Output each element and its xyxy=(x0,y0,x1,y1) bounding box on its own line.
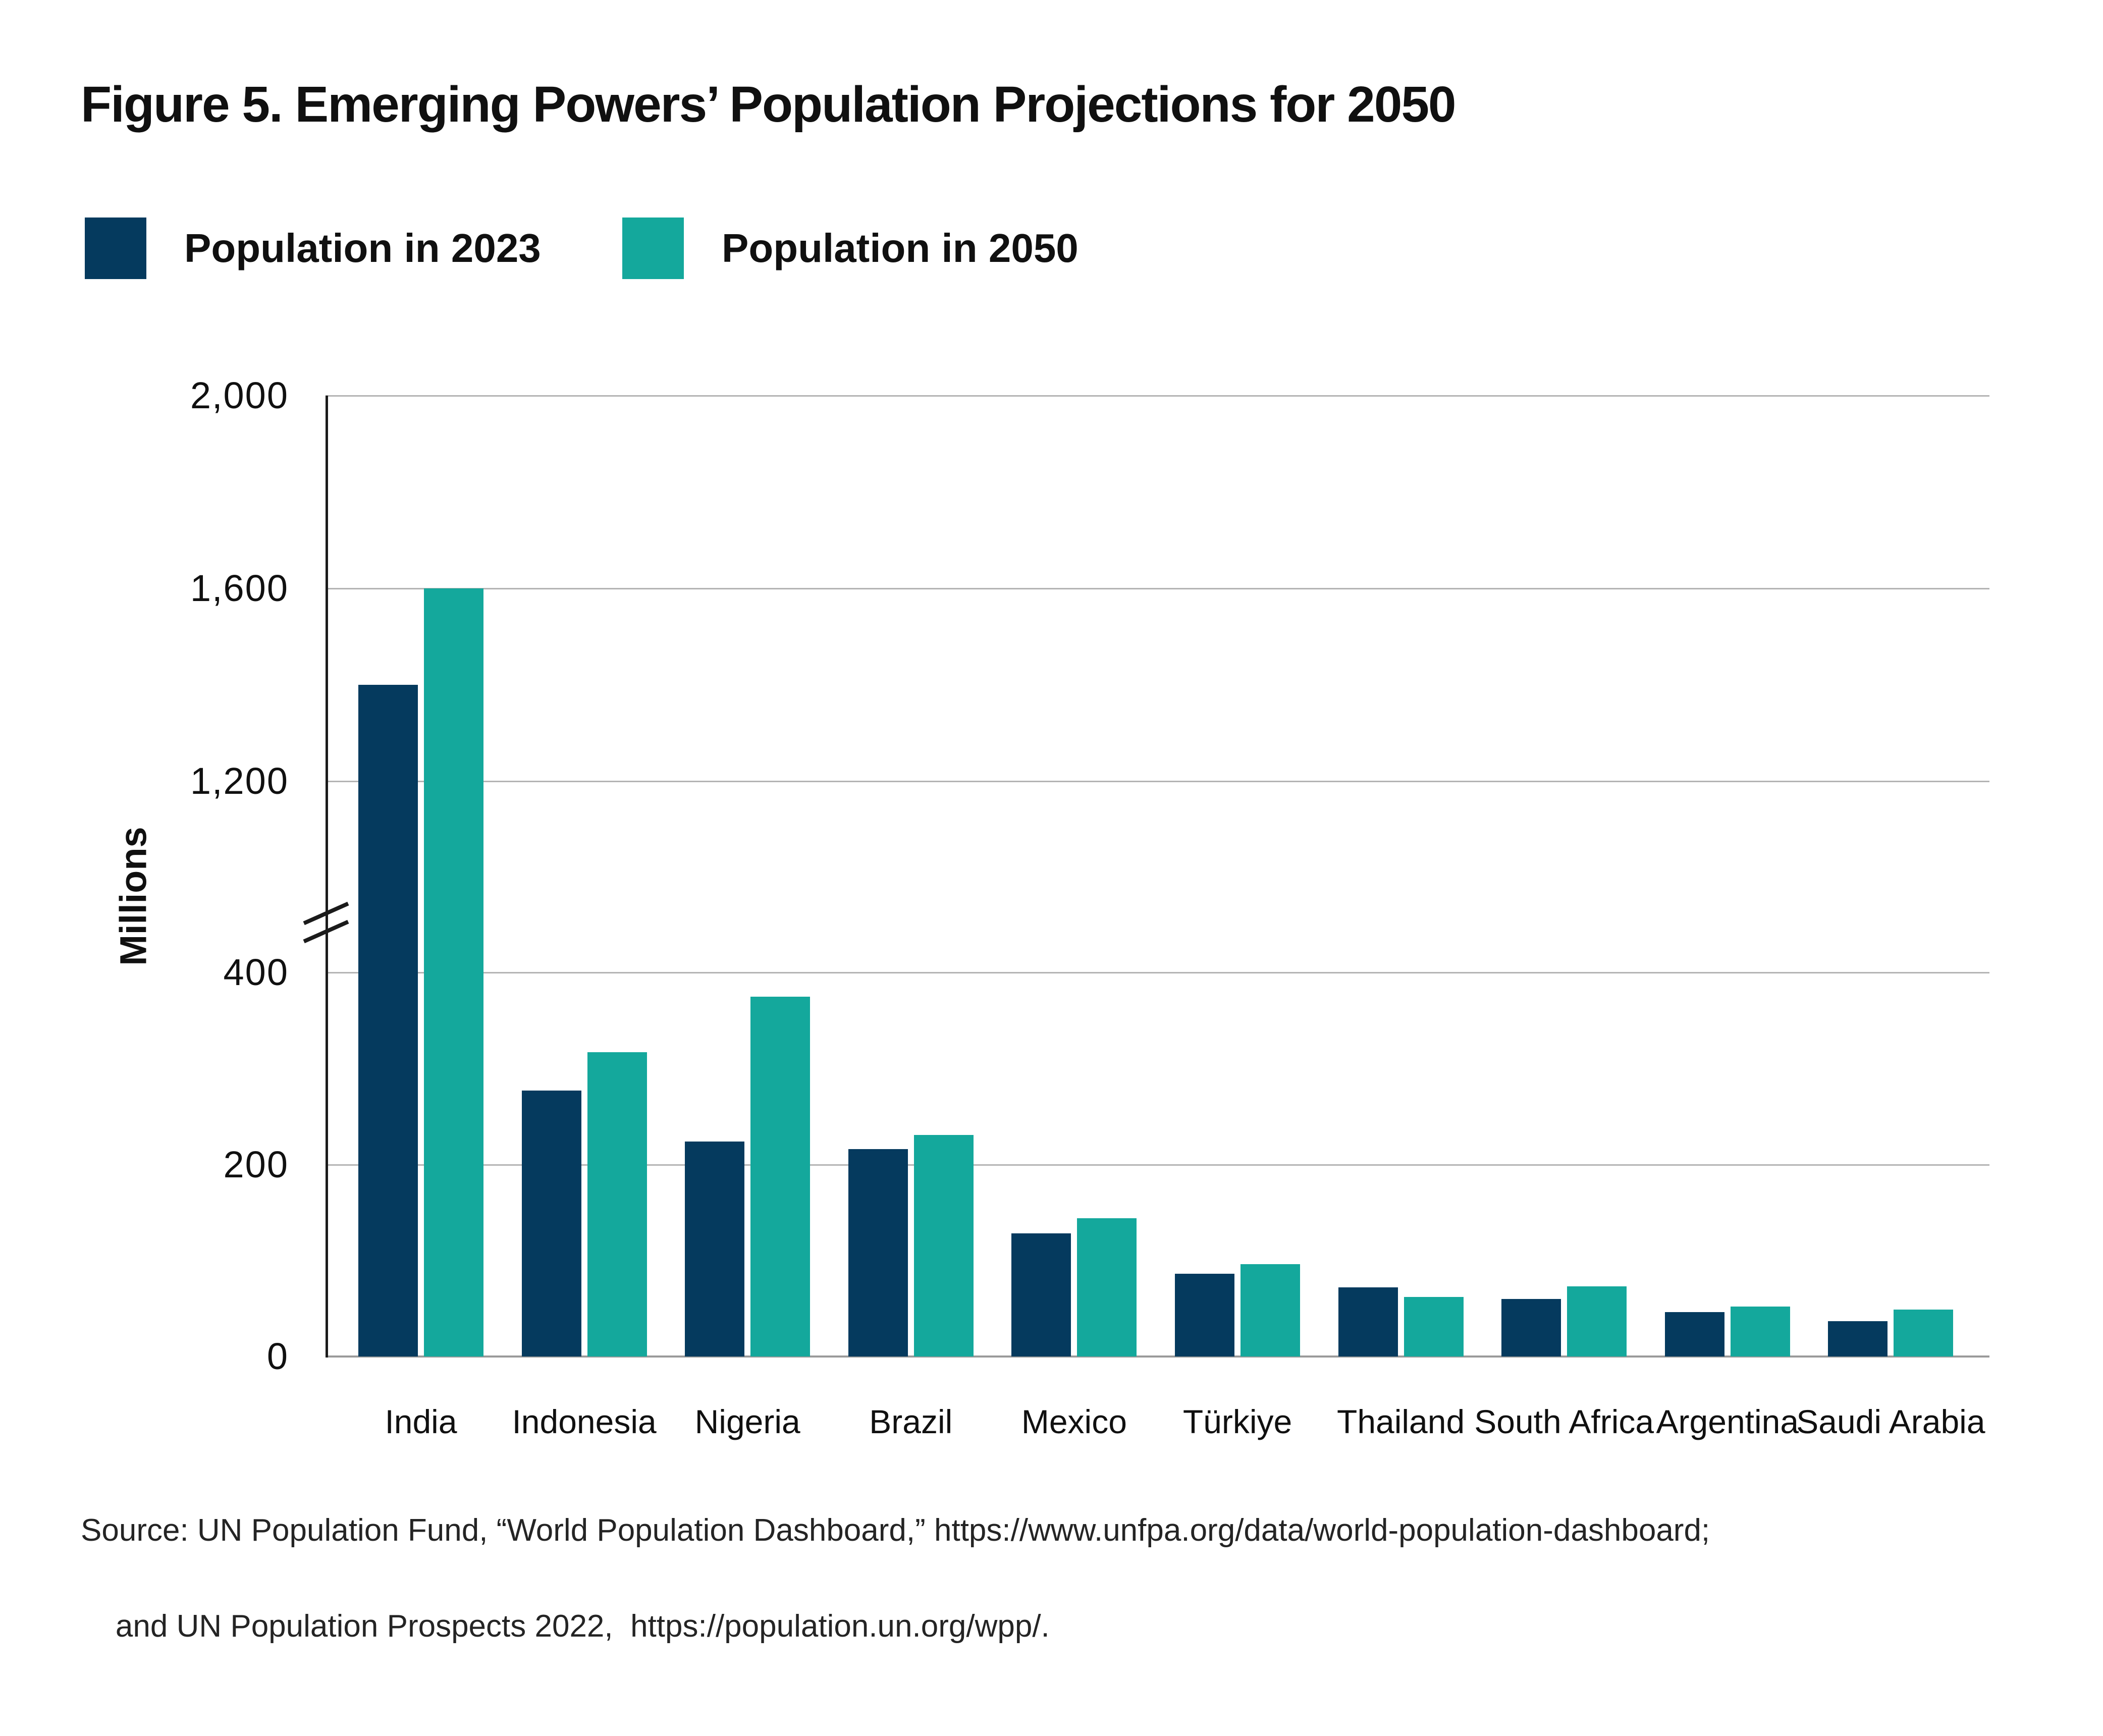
bar-india-2050 xyxy=(424,588,483,1357)
y-tick-label: 400 xyxy=(223,951,289,993)
bar-south-africa-2050 xyxy=(1567,1286,1627,1357)
x-axis-label-nigeria: Nigeria xyxy=(694,1403,800,1440)
x-axis-label-south-africa: South Africa xyxy=(1474,1403,1654,1440)
bar-türkiye-2023 xyxy=(1175,1274,1234,1357)
bar-saudi-arabia-2050 xyxy=(1894,1309,1954,1357)
x-axis-label-türkiye: Türkiye xyxy=(1182,1403,1292,1440)
y-tick-label: 0 xyxy=(266,1335,289,1377)
y-axis-title: Millions xyxy=(112,827,154,966)
y-tick-label: 1,200 xyxy=(190,760,289,802)
x-axis-label-india: India xyxy=(385,1403,457,1440)
bar-thailand-2050 xyxy=(1404,1297,1464,1357)
y-axis-line xyxy=(326,396,328,1358)
bar-indonesia-2050 xyxy=(587,1052,647,1357)
bar-indonesia-2023 xyxy=(521,1091,581,1357)
legend-swatch-2050 xyxy=(622,218,684,279)
gridline-400 xyxy=(326,972,1989,973)
gridline-200 xyxy=(326,1164,1989,1166)
x-axis-baseline xyxy=(326,1355,1989,1358)
x-axis-label-mexico: Mexico xyxy=(1021,1403,1127,1440)
y-tick-label: 2,000 xyxy=(190,374,289,416)
legend-item-2023: Population in 2023 xyxy=(85,218,541,279)
source-line-2: and UN Population Prospects 2022, https:… xyxy=(115,1609,1050,1644)
legend-label-2050: Population in 2050 xyxy=(722,226,1079,270)
bar-türkiye-2050 xyxy=(1241,1264,1300,1357)
bar-argentina-2050 xyxy=(1730,1307,1790,1357)
bar-mexico-2023 xyxy=(1011,1233,1071,1357)
bar-brazil-2050 xyxy=(913,1134,974,1357)
x-axis-label-argentina: Argentina xyxy=(1656,1403,1799,1440)
gridline-1,200 xyxy=(326,781,1989,782)
bar-mexico-2050 xyxy=(1077,1218,1137,1357)
x-axis-label-brazil: Brazil xyxy=(869,1403,953,1440)
x-axis-label-indonesia: Indonesia xyxy=(512,1403,657,1440)
bar-saudi-arabia-2023 xyxy=(1828,1321,1888,1357)
source-line-1: Source: UN Population Fund, “World Popul… xyxy=(81,1513,1710,1548)
x-axis-label-thailand: Thailand xyxy=(1337,1403,1465,1440)
bar-thailand-2023 xyxy=(1338,1287,1398,1357)
bar-nigeria-2023 xyxy=(685,1141,745,1357)
bar-argentina-2023 xyxy=(1664,1312,1724,1357)
legend-item-2050: Population in 2050 xyxy=(622,218,1079,279)
legend-swatch-2023 xyxy=(85,218,146,279)
y-tick-label: 1,600 xyxy=(190,567,289,609)
gridline-2,000 xyxy=(326,395,1989,397)
source-note: Source: UN Population Fund, “World Popul… xyxy=(81,1506,1710,1698)
bar-india-2023 xyxy=(358,685,418,1357)
legend-label-2023: Population in 2023 xyxy=(184,226,541,270)
y-tick-label: 200 xyxy=(223,1143,289,1185)
bar-south-africa-2023 xyxy=(1501,1298,1561,1357)
chart-title: Figure 5. Emerging Powers’ Population Pr… xyxy=(81,76,1457,133)
x-axis-label-saudi-arabia: Saudi Arabia xyxy=(1796,1403,1985,1440)
bar-brazil-2023 xyxy=(848,1149,908,1357)
bar-nigeria-2050 xyxy=(750,996,811,1357)
gridline-1,600 xyxy=(326,588,1989,589)
